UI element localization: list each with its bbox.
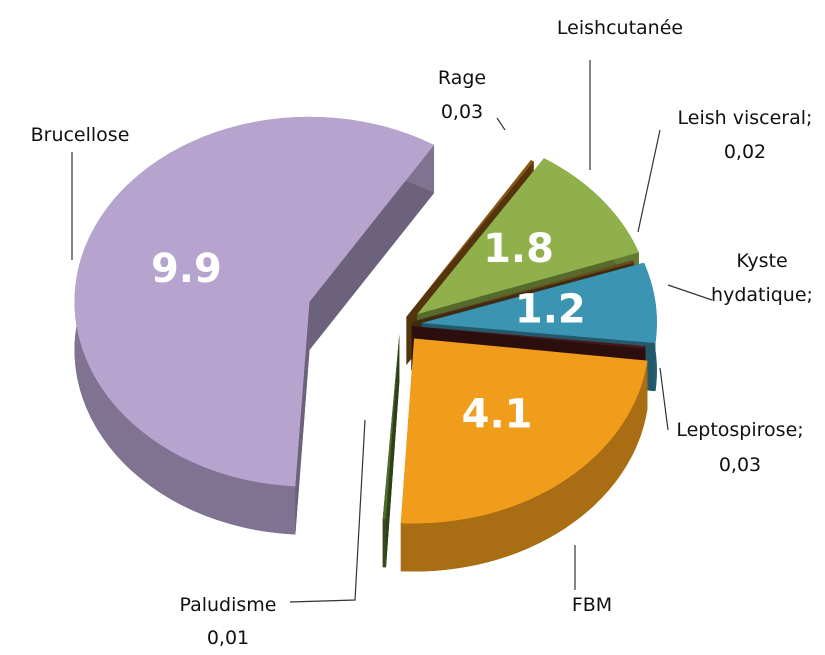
category-label: Leish visceral; <box>678 101 813 135</box>
value-label: 0,01 <box>207 621 249 655</box>
slice <box>75 117 435 535</box>
category-label: Leishcutanée <box>557 11 683 45</box>
value-label: 0,02 <box>724 135 766 169</box>
value-label: 1.2 <box>515 287 586 333</box>
category-label: Paludisme <box>179 588 276 622</box>
category-label: Rage <box>438 61 486 95</box>
value-label: 0,03 <box>719 448 761 482</box>
slice <box>401 338 648 571</box>
leader-line <box>497 118 505 130</box>
category-label: Leptospirose; <box>676 413 803 447</box>
category-label: Kyste hydatique; <box>707 244 817 312</box>
leader-line <box>638 130 660 232</box>
leader-line <box>660 368 668 430</box>
leader-line <box>668 285 712 300</box>
value-label: 9.9 <box>151 246 222 292</box>
slice <box>383 335 400 568</box>
value-label: 0,03 <box>441 95 483 129</box>
value-label: 1.8 <box>483 226 554 272</box>
category-label: FBM <box>572 588 612 622</box>
value-label: 4.1 <box>462 392 533 438</box>
slice-rim <box>383 519 386 567</box>
category-label: Brucellose <box>31 118 130 152</box>
